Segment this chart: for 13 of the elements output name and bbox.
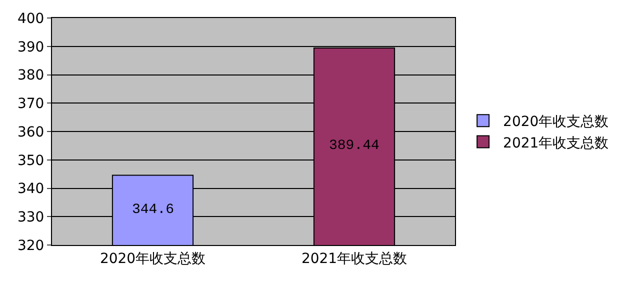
y-tick-label: 330 xyxy=(17,210,44,226)
data-label: 389.44 xyxy=(329,138,380,154)
legend-label: 2020年收支总数 xyxy=(503,114,609,130)
y-tick-label: 400 xyxy=(17,10,44,27)
y-tick-label: 380 xyxy=(17,68,44,84)
y-tick-label: 320 xyxy=(17,238,44,254)
data-label: 344.6 xyxy=(132,202,174,218)
y-tick-label: 370 xyxy=(17,96,44,112)
legend-label: 2021年收支总数 xyxy=(503,135,609,152)
y-tick-label: 360 xyxy=(17,124,44,140)
y-tick-label: 390 xyxy=(17,39,44,56)
y-tick-label: 350 xyxy=(17,152,44,169)
y-tick-label: 340 xyxy=(17,181,44,198)
